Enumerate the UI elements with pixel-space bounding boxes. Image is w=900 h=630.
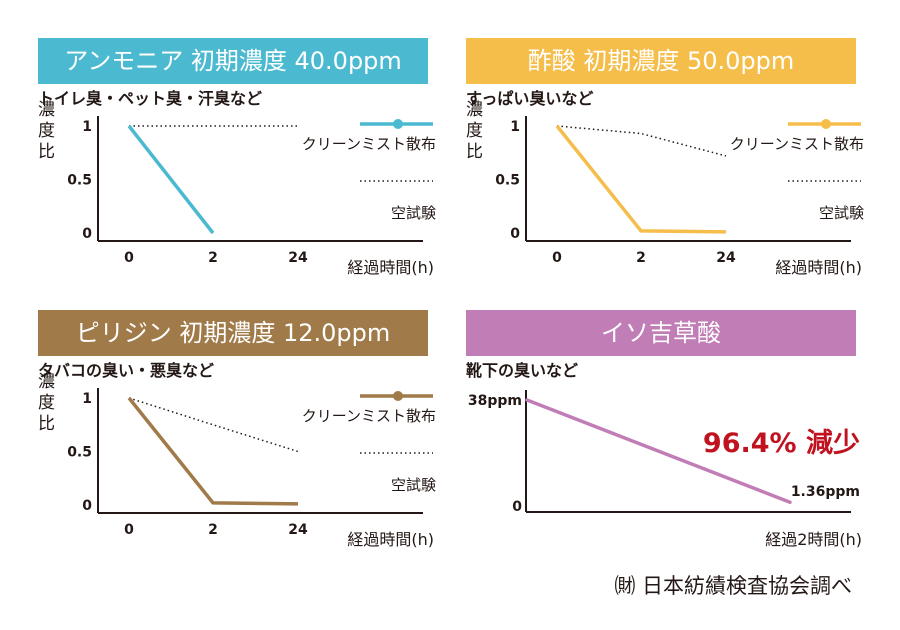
- mist-series-line: [127, 396, 299, 506]
- x-axis-label: 経過2時間(h): [765, 530, 862, 549]
- acetic-title: 酢酸 初期濃度 50.0ppm: [466, 38, 856, 84]
- x-axis-label: 経過時間(h): [775, 258, 862, 277]
- legend-control-label: 空試験: [391, 476, 436, 494]
- x-tick-label: 0: [124, 250, 134, 266]
- y-tick-label: 1: [510, 119, 520, 135]
- pyridine-subtitle: タバコの臭い・悪臭など: [38, 361, 215, 380]
- x-tick-label: 24: [288, 250, 308, 266]
- x-tick-label: 0: [124, 522, 134, 538]
- y-tick-label: 0: [82, 498, 92, 514]
- x-axis-label: 経過時間(h): [347, 530, 434, 549]
- legend-control-label: 空試験: [819, 204, 864, 222]
- x-tick-label: 2: [636, 250, 646, 266]
- y-tick-label: 0.5: [495, 173, 520, 189]
- end-value-label: 1.36ppm: [791, 484, 860, 500]
- y-tick-label: 0: [82, 226, 92, 242]
- pyridine-panel: ピリジン 初期濃度 12.0ppm タバコの臭い・悪臭など 濃度比 1 0.5 0 0…: [38, 310, 436, 570]
- ammonia-title: アンモニア 初期濃度 40.0ppm: [38, 38, 428, 84]
- mist-series-line: [127, 124, 215, 235]
- y-tick-label: 1: [82, 391, 92, 407]
- y-tick-label: 0.5: [67, 445, 92, 461]
- x-axis-label: 経過時間(h): [347, 258, 434, 277]
- isovaleric-panel: イソ吉草酸 靴下の臭いなど 38ppm 0 96.4% 減少 1.36ppm 経過2時間…: [466, 310, 862, 570]
- ammonia-panel: アンモニア 初期濃度 40.0ppm トイレ臭・ペット臭・汗臭など 濃度比 1 0…: [38, 38, 436, 298]
- acetic-panel: 酢酸 初期濃度 50.0ppm すっぱい臭いなど 濃度比 1 0.5 0 0 2 24 経過…: [466, 38, 864, 298]
- y-tick-label: 38ppm: [468, 393, 522, 409]
- isovaleric-chart: 38ppm 0 96.4% 減少 1.36ppm 経過2時間(h): [468, 390, 862, 549]
- mist-series-line: [555, 124, 727, 234]
- x-tick-label: 2: [208, 522, 218, 538]
- acetic-ylabel: 濃度比: [466, 100, 483, 162]
- ammonia-ylabel: 濃度比: [38, 100, 55, 162]
- reduction-line: [525, 398, 792, 504]
- legend-mist-label: クリーンミスト散布: [302, 135, 436, 153]
- control-series-line: [128, 397, 299, 453]
- ammonia-subtitle: トイレ臭・ペット臭・汗臭など: [38, 89, 263, 108]
- legend-mist-marker: [821, 119, 831, 129]
- legend-mist-marker: [393, 391, 403, 401]
- x-tick-label: 24: [288, 522, 308, 538]
- legend-mist-label: クリーンミスト散布: [730, 135, 864, 153]
- isovaleric-subtitle: 靴下の臭いなど: [466, 361, 579, 380]
- y-tick-label: 0: [510, 226, 520, 242]
- x-tick-label: 2: [208, 250, 218, 266]
- pyridine-title: ピリジン 初期濃度 12.0ppm: [38, 310, 428, 356]
- isovaleric-title: イソ吉草酸: [466, 310, 856, 356]
- source-footer: ㈶ 日本紡績検査協会調べ: [614, 574, 852, 598]
- y-tick-label: 1: [82, 119, 92, 135]
- x-tick-label: 0: [552, 250, 562, 266]
- x-tick-label: 24: [716, 250, 736, 266]
- legend-control-label: 空試験: [391, 204, 436, 222]
- y-tick-label: 0: [512, 499, 522, 515]
- reduction-annotation: 96.4% 減少: [703, 428, 860, 459]
- y-tick-label: 0.5: [67, 173, 92, 189]
- control-series-line: [556, 125, 727, 157]
- legend-mist-label: クリーンミスト散布: [302, 407, 436, 425]
- pyridine-ylabel: 濃度比: [38, 372, 55, 434]
- legend-mist-marker: [393, 119, 403, 129]
- acetic-subtitle: すっぱい臭いなど: [466, 89, 594, 108]
